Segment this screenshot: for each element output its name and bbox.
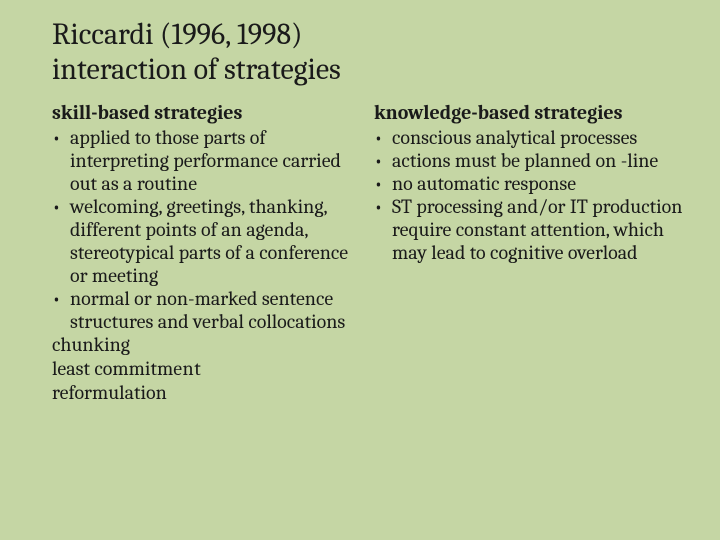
left-heading: skill-based strategies <box>52 101 364 124</box>
plain-item: least commitment <box>52 357 364 381</box>
list-item: actions must be planned on -line <box>374 149 686 172</box>
list-item: conscious analytical processes <box>374 126 686 149</box>
plain-item: reformulation <box>52 381 364 405</box>
right-bullets: conscious analytical processes actions m… <box>374 126 686 264</box>
list-item: applied to those parts of interpreting p… <box>52 126 364 195</box>
slide: Riccardi (1996, 1998) interaction of str… <box>0 0 720 540</box>
right-column: knowledge-based strategies conscious ana… <box>374 101 686 405</box>
left-bullets: applied to those parts of interpreting p… <box>52 126 364 333</box>
right-heading: knowledge-based strategies <box>374 101 686 124</box>
two-column-layout: skill-based strategies applied to those … <box>52 101 686 405</box>
title-line-2: interaction of strategies <box>52 52 341 87</box>
list-item: normal or non-marked sentence structures… <box>52 287 364 333</box>
list-item: welcoming, greetings, thanking, differen… <box>52 195 364 287</box>
text-fragment: least commitm <box>52 357 173 380</box>
slide-title: Riccardi (1996, 1998) interaction of str… <box>52 18 686 87</box>
text-fragment: ent <box>173 357 201 380</box>
plain-item: chunking <box>52 333 364 357</box>
left-column: skill-based strategies applied to those … <box>52 101 364 405</box>
title-line-1: Riccardi (1996, 1998) <box>52 17 303 52</box>
list-item: ST processing and/or IT production requi… <box>374 195 686 264</box>
list-item: no automatic response <box>374 172 686 195</box>
